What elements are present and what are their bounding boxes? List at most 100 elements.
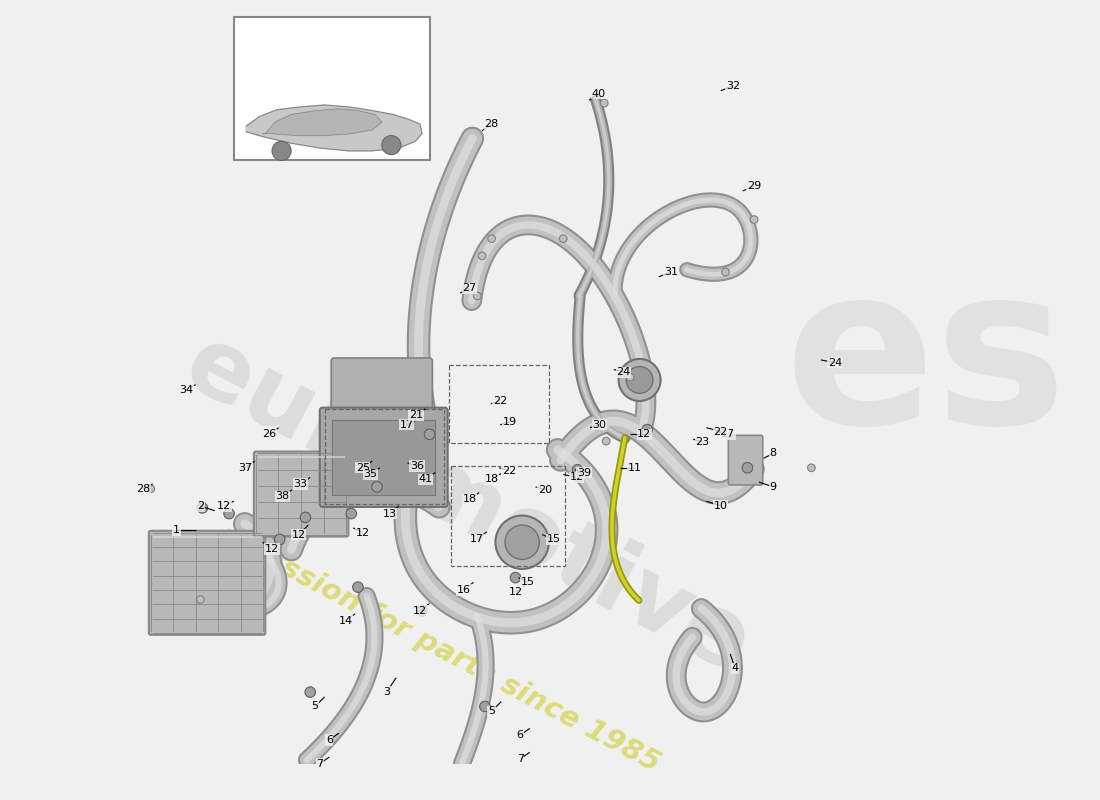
Text: 5: 5 (311, 702, 319, 711)
Text: 15: 15 (521, 578, 535, 587)
Circle shape (603, 438, 611, 445)
Circle shape (147, 485, 155, 493)
Text: 21: 21 (409, 410, 424, 420)
Circle shape (642, 424, 652, 435)
Text: 20: 20 (538, 485, 552, 494)
Text: 12: 12 (637, 430, 651, 439)
FancyBboxPatch shape (728, 435, 762, 485)
Text: 17: 17 (722, 430, 736, 439)
Bar (234, 17, 429, 160)
Text: 12: 12 (570, 472, 584, 482)
Circle shape (305, 687, 316, 698)
Circle shape (560, 235, 566, 242)
Circle shape (478, 252, 486, 260)
Text: 39: 39 (578, 467, 592, 478)
Text: 17: 17 (399, 420, 414, 430)
Text: 6: 6 (517, 730, 524, 740)
Polygon shape (263, 109, 382, 135)
Text: 12: 12 (508, 587, 522, 597)
Text: 31: 31 (664, 267, 678, 277)
Text: 15: 15 (547, 534, 561, 544)
Circle shape (300, 512, 310, 522)
Circle shape (382, 135, 400, 154)
Text: 40: 40 (592, 89, 606, 98)
Text: 24: 24 (828, 358, 843, 368)
Text: 12: 12 (355, 528, 370, 538)
Text: 12: 12 (217, 501, 231, 511)
FancyBboxPatch shape (148, 530, 265, 635)
FancyBboxPatch shape (320, 408, 448, 507)
Text: 1: 1 (173, 525, 180, 535)
Text: 12: 12 (265, 544, 279, 554)
Text: es: es (784, 256, 1067, 470)
Circle shape (274, 534, 285, 545)
Text: 32: 32 (726, 81, 740, 91)
Circle shape (618, 359, 661, 401)
Text: euromotive: euromotive (169, 318, 767, 694)
Text: 6: 6 (326, 735, 333, 745)
FancyBboxPatch shape (331, 358, 432, 469)
Text: 28: 28 (136, 484, 151, 494)
Text: 18: 18 (484, 474, 498, 484)
Text: 22: 22 (502, 466, 516, 476)
Circle shape (487, 235, 495, 242)
Text: 3: 3 (383, 687, 390, 697)
Text: 17: 17 (470, 534, 484, 544)
Text: 23: 23 (695, 437, 710, 447)
Text: 5: 5 (488, 706, 495, 716)
Circle shape (495, 515, 549, 569)
Text: 38: 38 (275, 491, 289, 502)
Text: 16: 16 (456, 585, 471, 595)
Circle shape (223, 508, 234, 519)
Circle shape (572, 465, 583, 475)
Text: 35: 35 (363, 470, 377, 479)
Text: 34: 34 (179, 385, 194, 394)
Text: 22: 22 (714, 426, 728, 437)
Text: 7: 7 (517, 754, 524, 764)
Circle shape (353, 582, 363, 592)
Text: 12: 12 (412, 606, 427, 616)
Text: 9: 9 (770, 482, 777, 492)
Text: 27: 27 (462, 283, 476, 294)
Text: 28: 28 (484, 119, 498, 129)
Text: 36: 36 (410, 461, 425, 471)
Text: 26: 26 (262, 430, 276, 439)
Circle shape (425, 429, 435, 440)
Circle shape (346, 508, 356, 519)
Circle shape (417, 606, 427, 616)
Text: 13: 13 (383, 509, 396, 518)
Circle shape (372, 482, 383, 492)
Circle shape (750, 216, 758, 223)
Text: 18: 18 (463, 494, 476, 504)
Circle shape (626, 366, 653, 394)
Text: 12: 12 (292, 530, 306, 540)
Text: 29: 29 (747, 181, 761, 191)
Circle shape (626, 374, 634, 381)
Text: 22: 22 (493, 396, 507, 406)
Bar (332, 420, 436, 494)
Circle shape (197, 502, 208, 513)
Text: 41: 41 (419, 474, 432, 484)
Circle shape (807, 464, 815, 472)
Text: 4: 4 (732, 663, 738, 674)
Circle shape (480, 701, 491, 712)
Circle shape (197, 596, 205, 603)
Bar (451, 466, 565, 566)
Text: 8: 8 (770, 449, 777, 458)
Circle shape (505, 525, 539, 559)
Text: 37: 37 (239, 462, 252, 473)
Text: 2: 2 (197, 501, 204, 511)
Polygon shape (246, 105, 422, 151)
Circle shape (473, 292, 481, 300)
Text: 11: 11 (628, 462, 641, 473)
Text: 30: 30 (593, 420, 606, 430)
Text: 24: 24 (616, 367, 630, 378)
Text: 14: 14 (339, 615, 353, 626)
Circle shape (601, 99, 608, 107)
Circle shape (742, 462, 752, 473)
FancyBboxPatch shape (254, 451, 349, 537)
Bar (449, 365, 549, 443)
Text: 7: 7 (316, 758, 323, 769)
Circle shape (722, 268, 729, 276)
Text: 19: 19 (503, 417, 517, 427)
